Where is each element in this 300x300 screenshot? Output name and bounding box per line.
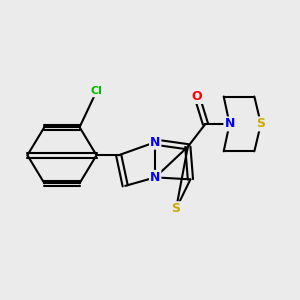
Text: S: S [256, 117, 266, 130]
Text: N: N [224, 117, 235, 130]
Text: O: O [192, 90, 202, 103]
Text: N: N [150, 136, 160, 149]
Text: N: N [150, 171, 160, 184]
Text: S: S [172, 202, 181, 215]
Text: Cl: Cl [91, 86, 103, 96]
